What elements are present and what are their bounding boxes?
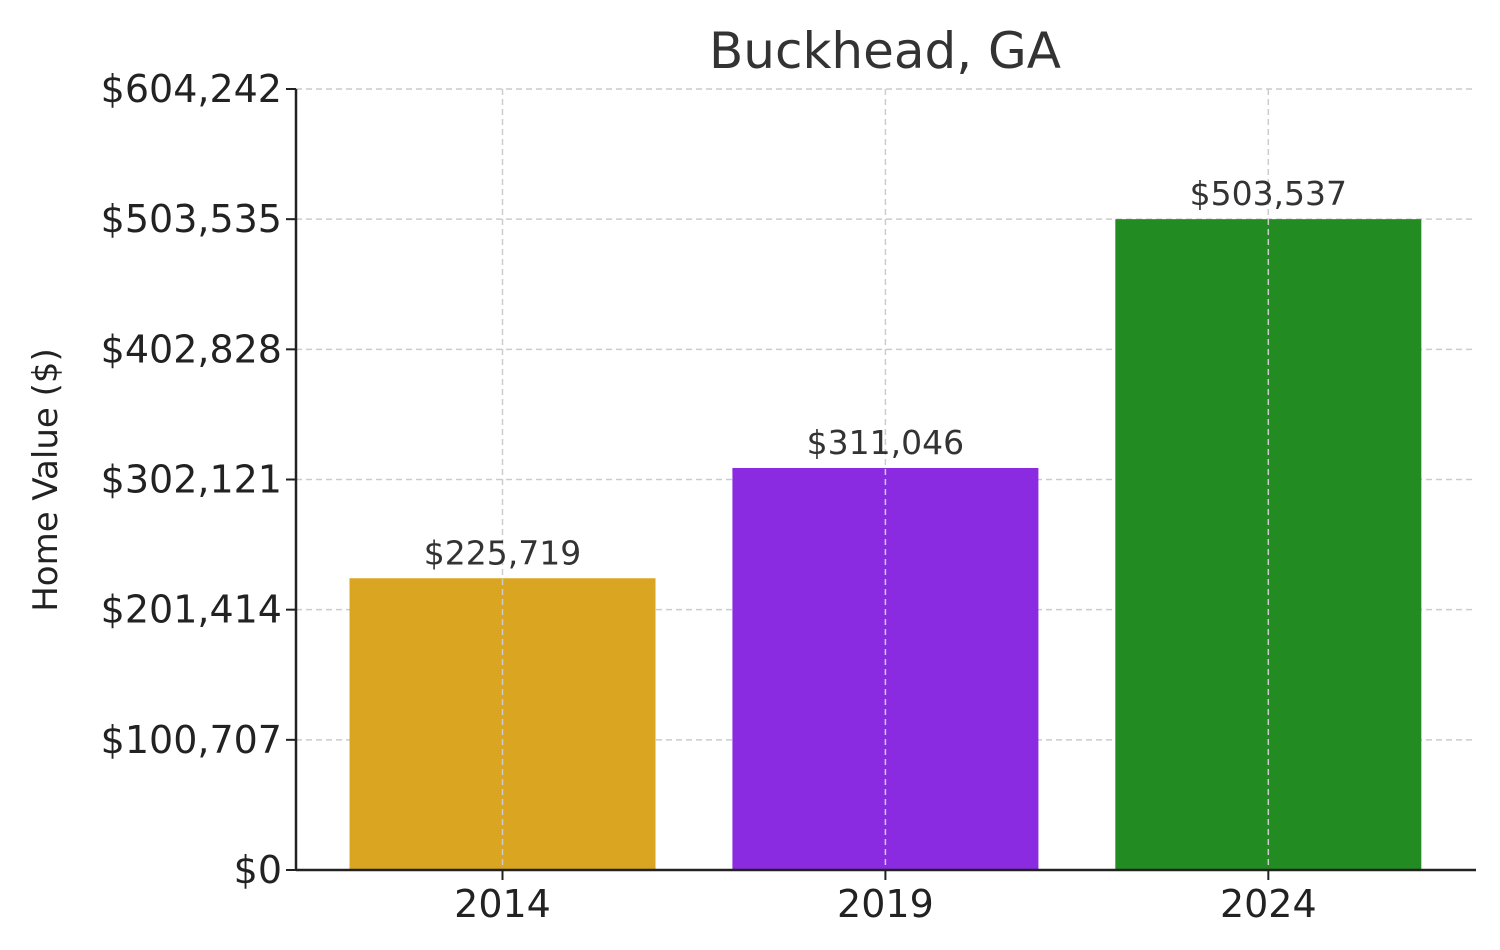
- y-tick-label: $100,707: [101, 718, 282, 762]
- y-tick-label: $604,242: [101, 67, 282, 111]
- y-ticks: $0 $100,707 $201,414 $302,121 $402,828 $503,5…: [101, 67, 296, 892]
- bar-value-label: $225,719: [424, 533, 581, 572]
- chart-title: Buckhead, GA: [709, 22, 1061, 80]
- y-tick-label: $0: [234, 848, 282, 892]
- x-grid-lines: [501, 89, 1270, 870]
- bar-value-label: $503,537: [1190, 174, 1347, 213]
- bar-value-label: $311,046: [807, 423, 964, 462]
- y-tick-label: $201,414: [101, 588, 282, 632]
- y-tick-label: $503,535: [101, 197, 282, 241]
- x-tick-label: 2019: [837, 882, 934, 926]
- x-ticks: 2014 2019 2024: [454, 870, 1317, 926]
- x-tick-label: 2024: [1220, 882, 1317, 926]
- y-axis-label: Home Value ($): [26, 348, 66, 612]
- data-labels: $225,719 $311,046 $503,537: [424, 174, 1347, 572]
- x-tick-label: 2014: [454, 882, 551, 926]
- y-tick-label: $302,121: [101, 458, 282, 502]
- y-tick-label: $402,828: [101, 327, 282, 371]
